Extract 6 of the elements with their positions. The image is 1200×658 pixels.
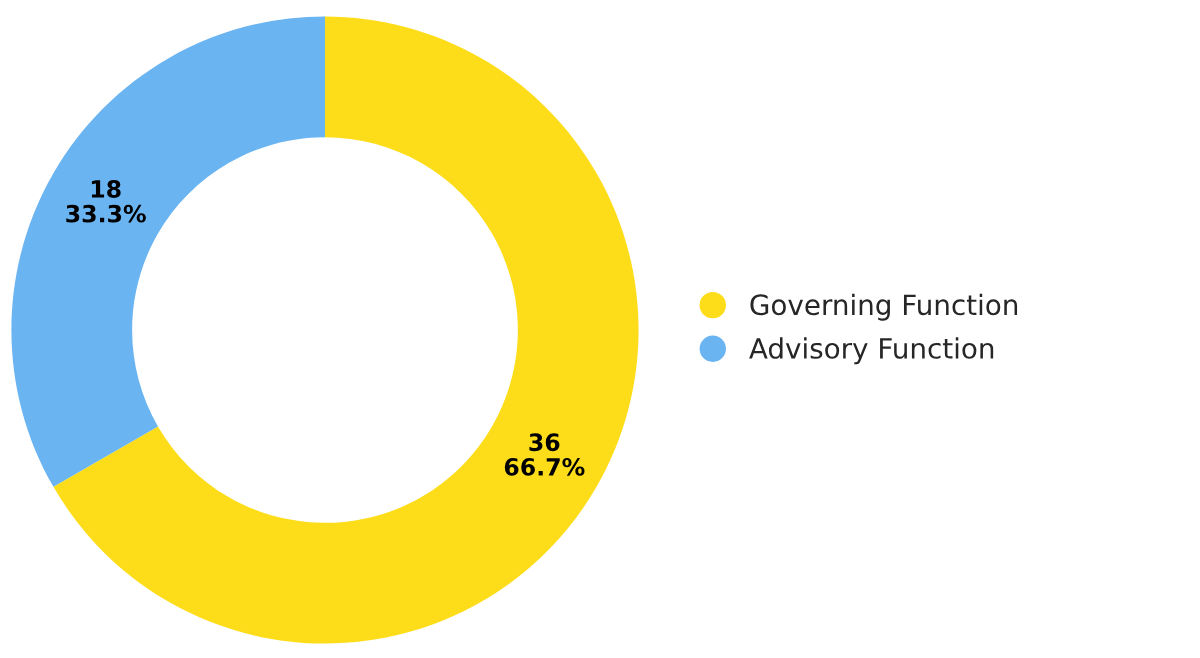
legend-label: Governing Function (750, 293, 1018, 321)
legend-label: Advisory Function (749, 337, 994, 365)
data-label: 18 33.3% (66, 180, 146, 223)
donut-slice (11, 16, 325, 487)
data-label: 36 66.7% (504, 433, 585, 476)
donut-slice (53, 16, 639, 644)
